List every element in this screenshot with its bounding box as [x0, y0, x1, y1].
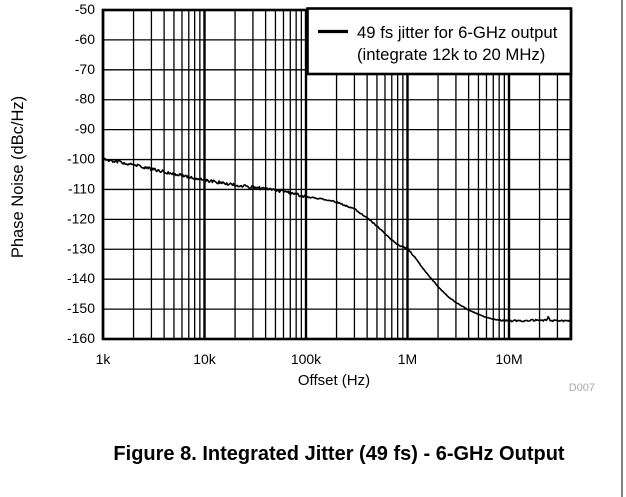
- svg-text:1M: 1M: [398, 351, 417, 367]
- svg-text:-90: -90: [75, 121, 95, 137]
- svg-text:Figure 8. Integrated Jitter (4: Figure 8. Integrated Jitter (49 fs) - 6-…: [113, 443, 564, 465]
- svg-text:-160: -160: [67, 330, 95, 346]
- svg-text:-130: -130: [67, 240, 95, 256]
- svg-text:(integrate 12k to 20 MHz): (integrate 12k to 20 MHz): [357, 45, 545, 64]
- svg-text:-110: -110: [68, 181, 95, 197]
- svg-text:100k: 100k: [291, 351, 322, 367]
- svg-text:10k: 10k: [193, 351, 217, 367]
- svg-text:-120: -120: [67, 210, 95, 226]
- svg-text:D007: D007: [569, 382, 595, 394]
- svg-text:10M: 10M: [495, 351, 522, 367]
- svg-text:-140: -140: [67, 270, 95, 286]
- svg-text:Phase Noise (dBc/Hz): Phase Noise (dBc/Hz): [9, 96, 27, 258]
- svg-text:1k: 1k: [96, 351, 112, 367]
- svg-text:-100: -100: [67, 151, 95, 167]
- svg-text:-150: -150: [67, 300, 95, 316]
- svg-text:-70: -70: [75, 61, 95, 77]
- svg-text:-80: -80: [75, 91, 95, 107]
- svg-text:-60: -60: [75, 31, 95, 47]
- svg-text:49 fs jitter for 6-GHz output: 49 fs jitter for 6-GHz output: [357, 23, 558, 42]
- svg-text:-50: -50: [75, 1, 95, 17]
- svg-text:Offset (Hz): Offset (Hz): [298, 372, 370, 389]
